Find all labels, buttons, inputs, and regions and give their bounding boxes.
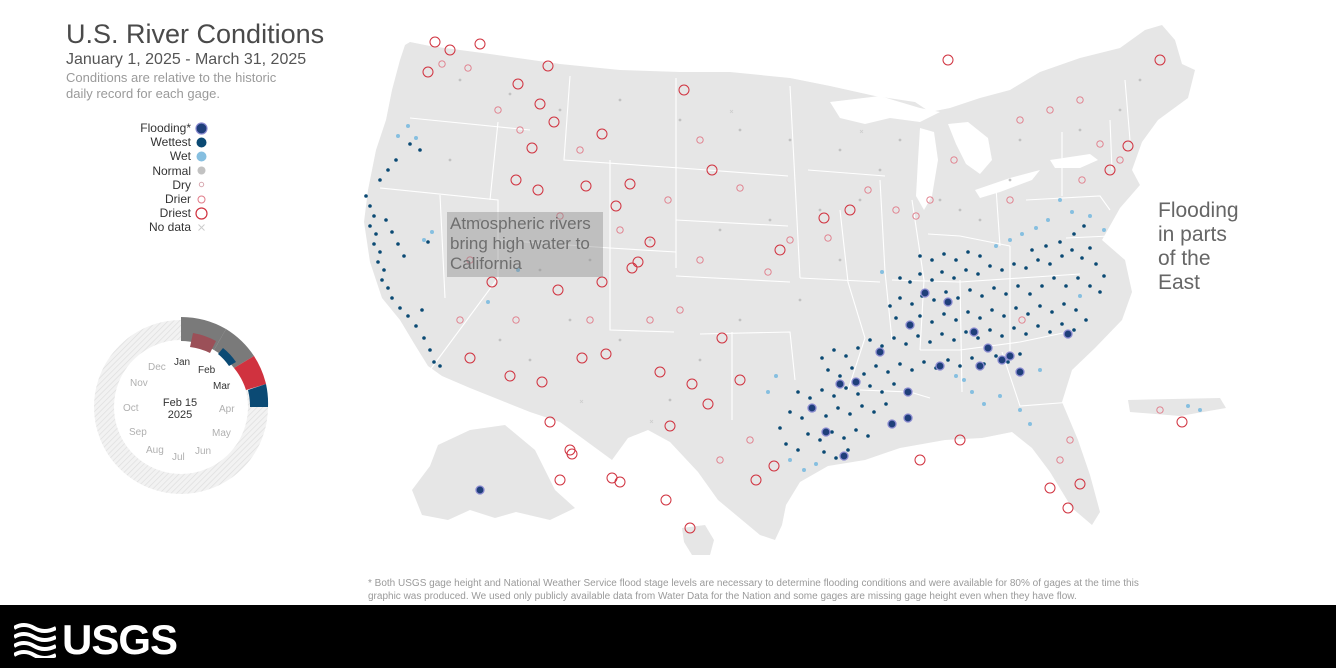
legend-item-flooding: Flooding* [108, 121, 208, 135]
legend-item-drier: Drier [108, 192, 208, 206]
puerto-rico-shape [1128, 398, 1226, 416]
dial-current-year: 2025 [168, 409, 192, 421]
dry-symbol-icon [195, 178, 208, 191]
wet-gage-dots [396, 124, 1202, 472]
footer-bar: USGS [0, 605, 1336, 668]
legend-item-no-data: No data [108, 220, 208, 234]
lake-erie [975, 170, 1040, 198]
annotation-flooding-east: Flooding in parts of the East [1158, 199, 1239, 294]
dial-month-sep: Sep [129, 427, 147, 438]
usgs-wave-icon [14, 623, 56, 658]
date-dial: Jan Feb Mar Apr May Jun Jul Aug Sep Oct … [94, 316, 269, 494]
lake-huron [948, 122, 992, 174]
header: U.S. River Conditions January 1, 2025 - … [66, 18, 324, 102]
dial-month-jul: Jul [172, 452, 185, 463]
dial-month-dec: Dec [148, 362, 166, 373]
lake-michigan [916, 128, 938, 210]
dial-month-aug: Aug [146, 445, 164, 456]
dial-wedge-jan-drier [190, 333, 216, 353]
wettest-symbol-icon [195, 136, 208, 149]
hawaii-shape [682, 525, 714, 555]
legend: Flooding* Wettest Wet Normal Dry Drier [108, 121, 208, 235]
legend-item-normal: Normal [108, 164, 208, 178]
driest-gage-circles [422, 36, 1188, 534]
no-data-gage-marks [579, 109, 864, 424]
usgs-logo-text: USGS [62, 616, 178, 663]
map-title: U.S. River Conditions [66, 19, 325, 49]
legend-item-dry: Dry [108, 178, 208, 192]
alaska-shape [412, 425, 575, 520]
dial-current-date: Feb 15 [163, 397, 197, 409]
dial-wedge-feb-wettest [218, 348, 236, 366]
drier-symbol-icon [195, 193, 208, 206]
dial-month-nov: Nov [130, 378, 148, 389]
legend-item-driest: Driest [108, 206, 208, 220]
us-river-conditions-map [364, 25, 1226, 555]
normal-gage-dots [448, 78, 1142, 402]
dial-month-apr: Apr [219, 404, 235, 415]
annotation-atmospheric-rivers: Atmospheric rivers bring high water to C… [447, 212, 603, 277]
normal-symbol-icon [195, 164, 208, 177]
wettest-gage-dots [364, 142, 1106, 460]
state-borders [379, 75, 1131, 420]
dial-wedge-feb-normal [214, 329, 254, 368]
flooding-symbol-icon [195, 121, 208, 135]
dial-month-jun: Jun [195, 446, 211, 457]
dial-month-oct: Oct [123, 403, 139, 414]
map-subtitle: Conditions are relative to the historic … [66, 70, 277, 101]
land-shapes [364, 25, 1226, 555]
footnote: * Both USGS gage height and National Wea… [368, 578, 1139, 602]
legend-item-wet: Wet [108, 149, 208, 163]
dial-wedge-mar-wettest [248, 384, 269, 407]
lake-superior [830, 96, 940, 124]
date-range: January 1, 2025 - March 31, 2025 [66, 51, 307, 68]
dial-month-mar: Mar [213, 381, 231, 392]
dial-wedge-mar-driest [234, 356, 266, 390]
dial-month-feb: Feb [198, 365, 216, 376]
legend-item-wettest: Wettest [108, 135, 208, 149]
wet-symbol-icon [195, 150, 208, 163]
flooding-gage-dots [475, 288, 1073, 495]
usgs-logo[interactable]: USGS [14, 616, 178, 663]
dial-month-jan: Jan [174, 357, 190, 368]
drier-gage-circles [438, 60, 1164, 464]
no-data-x-icon [195, 221, 208, 234]
driest-symbol-icon [195, 207, 208, 220]
dial-month-may: May [212, 428, 231, 439]
